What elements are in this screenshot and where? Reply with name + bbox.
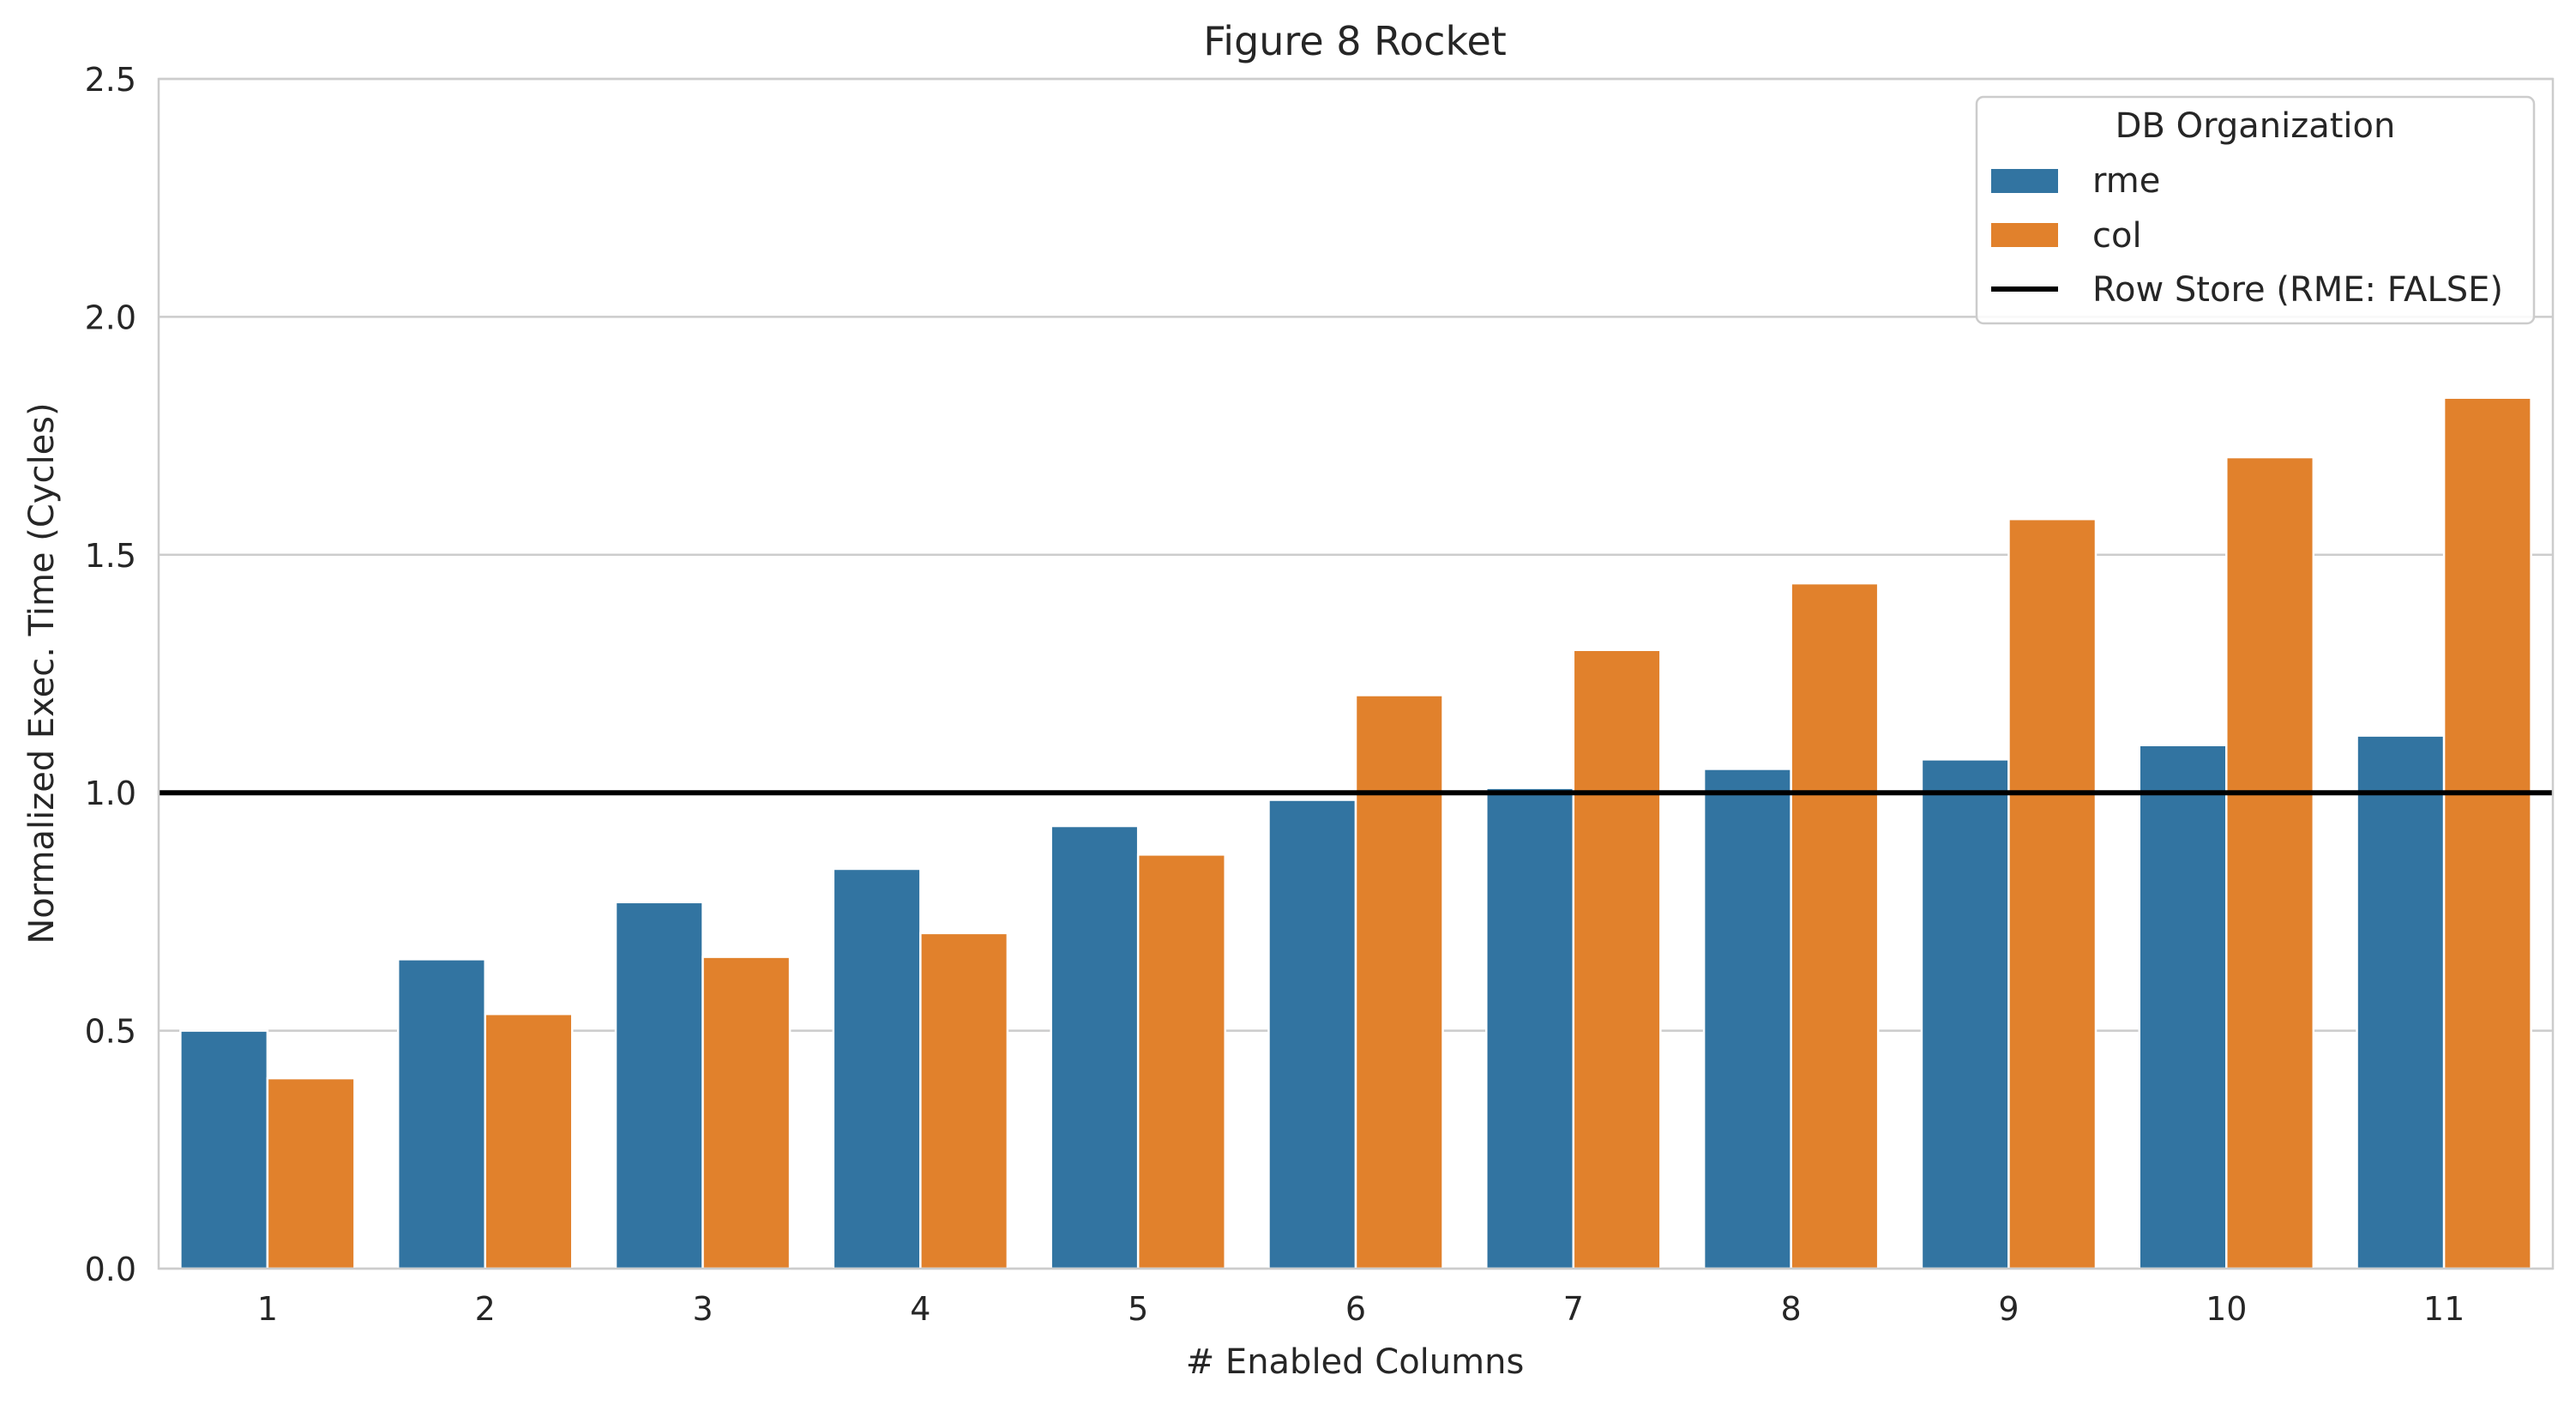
x-tick-label: 5: [1128, 1290, 1148, 1328]
bar-rme-11: [2356, 734, 2446, 1270]
chart-title: Figure 8 Rocket: [1203, 18, 1507, 64]
x-tick-label: 6: [1345, 1290, 1366, 1328]
plot-frame: [157, 77, 2555, 1270]
bar-rme-9: [1920, 758, 2010, 1270]
x-tick-label: 1: [257, 1290, 278, 1328]
bar-layer: [179, 396, 2532, 1270]
bar-rme-1: [179, 1029, 269, 1270]
bar-rme-8: [1702, 768, 1792, 1270]
x-tick-label: 3: [692, 1290, 713, 1328]
bar-col-10: [2225, 455, 2315, 1270]
x-tick-label: 9: [1998, 1290, 2019, 1328]
legend: DB Organization rme col Row Store (RME: …: [1975, 95, 2536, 325]
y-tick-label: 0.5: [85, 1013, 136, 1051]
bar-col-3: [701, 956, 791, 1270]
legend-label-rme: rme: [2092, 161, 2160, 201]
bar-col-5: [1136, 853, 1226, 1270]
legend-label-col: col: [2092, 216, 2142, 256]
x-tick-label: 10: [2206, 1290, 2247, 1328]
bar-col-9: [2007, 517, 2098, 1270]
bar-col-1: [266, 1076, 356, 1270]
bar-rme-2: [396, 958, 486, 1270]
bar-col-2: [484, 1012, 574, 1270]
y-tick-label: 2.5: [85, 61, 136, 99]
legend-swatch-col: [1991, 223, 2058, 247]
y-tick-label: 0.0: [85, 1251, 136, 1288]
y-tick-label: 1.0: [85, 775, 136, 812]
bar-rme-4: [832, 867, 922, 1270]
y-tick-label: 1.5: [85, 537, 136, 575]
legend-frame: [1975, 95, 2536, 325]
legend-swatch-rme: [1991, 169, 2058, 193]
x-axis-label: # Enabled Columns: [1186, 1342, 1525, 1382]
x-tick-label: 7: [1563, 1290, 1584, 1328]
legend-title: DB Organization: [2116, 106, 2396, 146]
x-tick-label: 2: [475, 1290, 496, 1328]
legend-label-row-store: Row Store (RME: FALSE): [2092, 270, 2503, 310]
bar-col-11: [2442, 396, 2532, 1270]
bar-rme-3: [614, 901, 704, 1270]
bar-col-6: [1354, 694, 1444, 1270]
x-tick-label: 8: [1781, 1290, 1802, 1328]
bar-col-4: [919, 932, 1009, 1270]
bar-rme-10: [2138, 744, 2228, 1270]
bar-rme-5: [1050, 824, 1140, 1270]
x-tick-label: 4: [910, 1290, 930, 1328]
x-tick-label: 11: [2423, 1290, 2465, 1328]
bar-col-8: [1790, 582, 1880, 1270]
x-tick-labels: 1 2 3 4 5 6 7 8 9 10 11: [257, 1290, 2465, 1328]
y-tick-labels: 0.0 0.5 1.0 1.5 2.0 2.5: [85, 61, 136, 1288]
y-axis-label: Normalized Exec. Time (Cycles): [22, 402, 62, 944]
bar-rme-6: [1267, 799, 1357, 1270]
bar-rme-7: [1485, 787, 1575, 1270]
bar-col-7: [1572, 648, 1662, 1270]
y-tick-label: 2.0: [85, 298, 136, 336]
